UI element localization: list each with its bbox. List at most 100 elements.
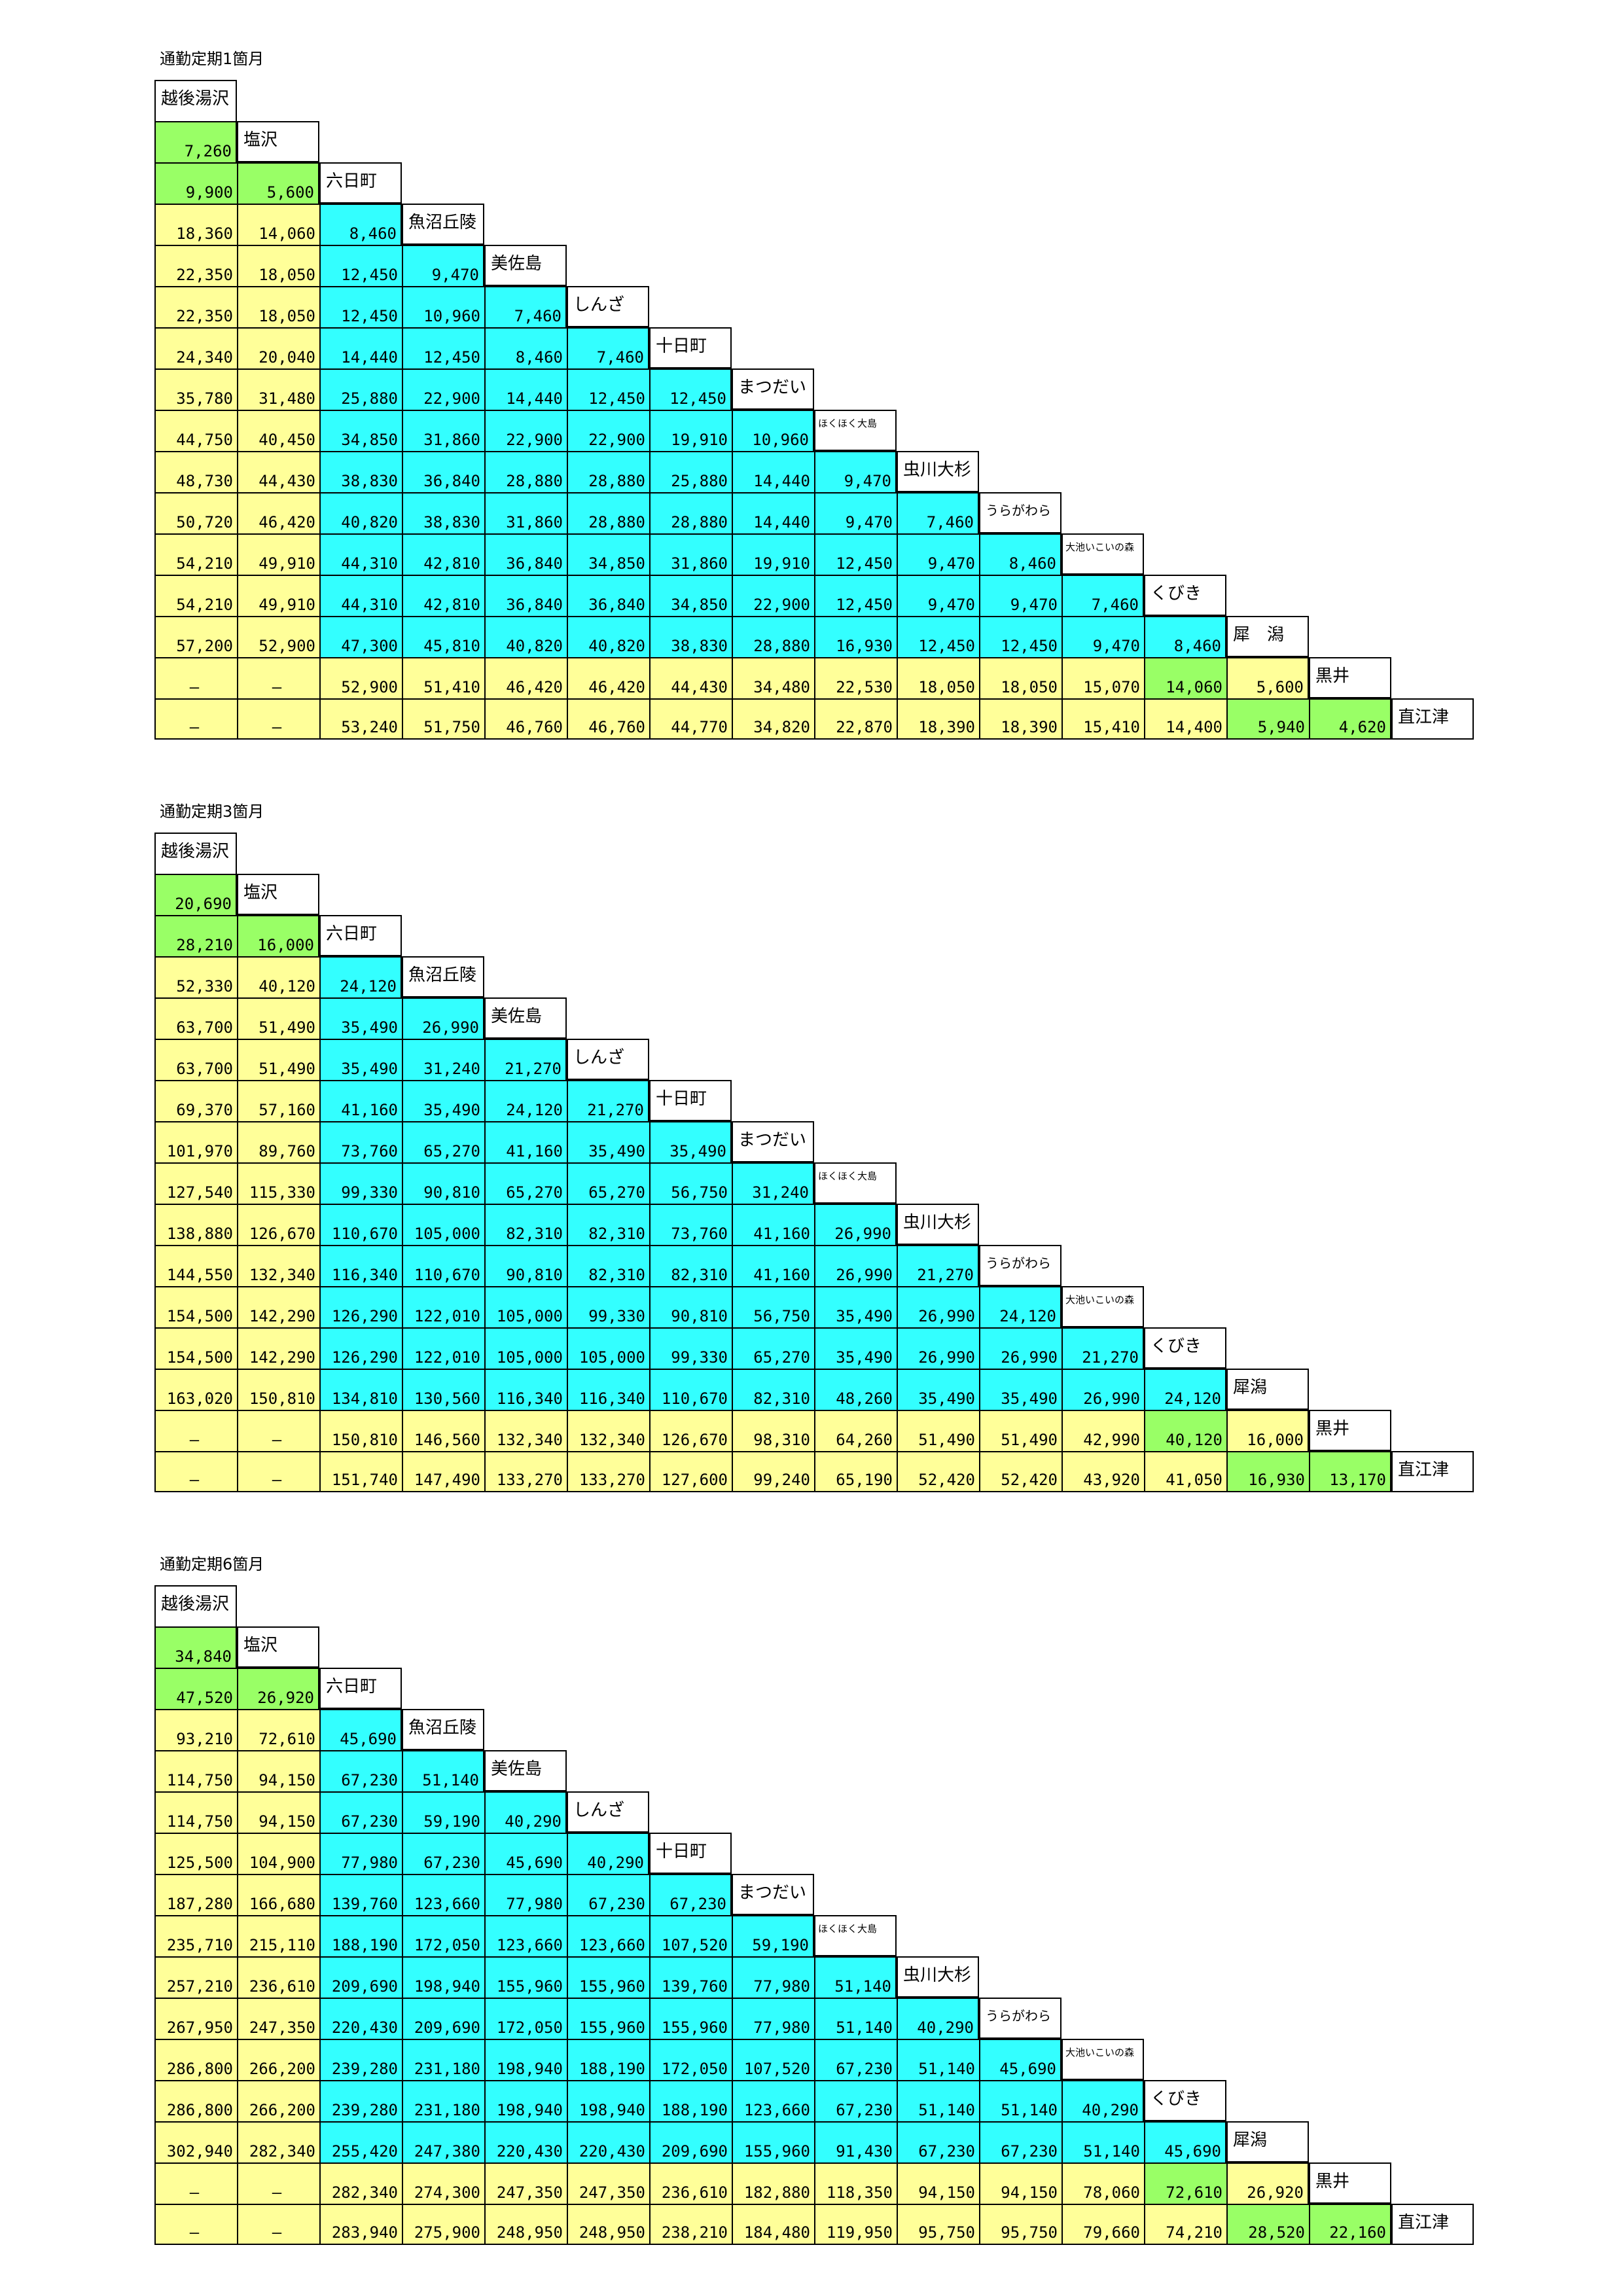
fare-cell: 34,850 [649,575,732,616]
fare-cell: 22,350 [154,245,237,286]
station-label: ほくほく大島 [814,1162,897,1204]
fare-cell: 19,910 [649,410,732,451]
fare-cell: 172,050 [402,1915,484,1956]
fare-cell: 255,420 [319,2121,402,2162]
fare-cell: 22,160 [1309,2204,1391,2245]
fare-cell: 65,270 [402,1121,484,1162]
fare-cell: 67,230 [897,2121,979,2162]
fare-cell: 35,490 [567,1121,649,1162]
fare-cell: 15,070 [1061,657,1144,698]
fare-cell: 48,260 [814,1369,897,1410]
fare-cell: 63,700 [154,997,237,1039]
fare-cell: — [237,1410,319,1451]
fare-cell: 154,500 [154,1327,237,1369]
fare-cell: 5,600 [237,162,319,204]
fare-cell: 239,280 [319,2080,402,2121]
fare-cell: — [237,657,319,698]
fare-cell: 238,210 [649,2204,732,2245]
fare-cell: 65,270 [484,1162,567,1204]
station-label: 犀潟 [1226,2121,1309,2162]
fare-cell: 126,670 [649,1410,732,1451]
fare-cell: 26,990 [814,1245,897,1286]
fare-cell: 31,860 [484,492,567,533]
fare-cell: 44,310 [319,533,402,575]
fare-cell: 187,280 [154,1874,237,1915]
station-label: 美佐島 [484,997,567,1039]
fare-cell: 10,960 [732,410,814,451]
fare-cell: 132,340 [567,1410,649,1451]
fare-cell: 13,170 [1309,1451,1391,1492]
station-label: 越後湯沢 [154,80,237,121]
fare-cell: 94,150 [897,2162,979,2204]
table-title: 通勤定期6箇月 [160,1555,264,1573]
fare-cell: 49,910 [237,575,319,616]
station-label: うらがわら [979,1245,1061,1286]
fare-cell: 266,200 [237,2039,319,2080]
fare-cell: 44,430 [237,451,319,492]
station-label: しんざ [567,1791,649,1833]
fare-cell: 65,270 [567,1162,649,1204]
table-title: 通勤定期1箇月 [160,50,264,68]
fare-cell: 155,960 [649,1998,732,2039]
fare-cell: 19,910 [732,533,814,575]
fare-cell: 146,560 [402,1410,484,1451]
fare-cell: 56,750 [649,1162,732,1204]
fare-cell: 9,900 [154,162,237,204]
fare-cell: 73,760 [649,1204,732,1245]
fare-cell: 132,340 [484,1410,567,1451]
fare-cell: 15,410 [1061,698,1144,740]
fare-cell: 99,330 [567,1286,649,1327]
fare-cell: 130,560 [402,1369,484,1410]
fare-cell: 235,710 [154,1915,237,1956]
fare-cell: 166,680 [237,1874,319,1915]
fare-cell: 94,150 [237,1791,319,1833]
fare-cell: 248,950 [567,2204,649,2245]
fare-cell: 89,760 [237,1121,319,1162]
fare-cell: 49,910 [237,533,319,575]
fare-cell: 220,430 [484,2121,567,2162]
fare-cell: 64,260 [814,1410,897,1451]
fare-cell: 110,670 [649,1369,732,1410]
fare-cell: 198,940 [484,2039,567,2080]
fare-cell: 99,240 [732,1451,814,1492]
station-label: まつだい [732,1874,814,1915]
fare-cell: 18,390 [897,698,979,740]
station-label: 虫川大杉 [897,1956,979,1998]
fare-cell: 77,980 [319,1833,402,1874]
fare-cell: 139,760 [649,1956,732,1998]
fare-cell: 77,980 [732,1998,814,2039]
fare-matrix: 越後湯沢 塩沢 六日町 魚沼丘陵 美佐島 しんざ 十日町 まつだい ほくほく大島 虫川大杉 うらがわ… [154,80,1556,740]
fare-cell: 266,200 [237,2080,319,2121]
fare-cell: 41,050 [1144,1451,1226,1492]
fare-cell: 28,880 [484,451,567,492]
fare-cell: 42,810 [402,575,484,616]
fare-cell: 67,230 [814,2039,897,2080]
fare-cell: 57,160 [237,1080,319,1121]
fare-cell: 139,760 [319,1874,402,1915]
fare-cell: 132,340 [237,1245,319,1286]
fare-cell: 105,000 [484,1286,567,1327]
fare-cell: 209,690 [649,2121,732,2162]
fare-cell: 7,460 [1061,575,1144,616]
fare-cell: 90,810 [484,1245,567,1286]
fare-cell: 42,990 [1061,1410,1144,1451]
fare-cell: 247,350 [567,2162,649,2204]
fare-cell: 24,340 [154,327,237,368]
station-label: 黒井 [1309,1410,1391,1451]
fare-cell: 65,270 [732,1327,814,1369]
fare-cell: 24,120 [979,1286,1061,1327]
fare-cell: 9,470 [897,533,979,575]
fare-cell: 31,240 [402,1039,484,1080]
fare-cell: 5,940 [1226,698,1309,740]
fare-cell: 25,880 [319,368,402,410]
fare-cell: 67,230 [814,2080,897,2121]
fare-cell: 9,470 [897,575,979,616]
station-label: 黒井 [1309,657,1391,698]
fare-cell: 51,140 [814,1998,897,2039]
fare-cell: 38,830 [649,616,732,657]
fare-cell: 26,920 [1226,2162,1309,2204]
station-label: 魚沼丘陵 [402,956,484,997]
fare-cell: 42,810 [402,533,484,575]
fare-cell: 8,460 [319,204,402,245]
fare-cell: 35,490 [979,1369,1061,1410]
